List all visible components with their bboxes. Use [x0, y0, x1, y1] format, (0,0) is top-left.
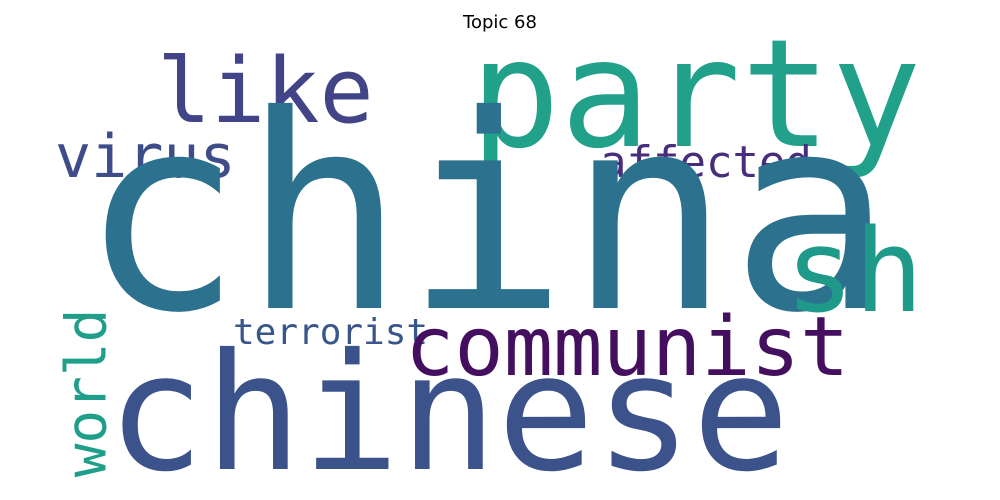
chart-title: Topic 68 — [463, 12, 537, 33]
word-communist: communist — [405, 300, 850, 395]
word-cloud: party like virus affected china sh terro… — [45, 20, 955, 495]
word-terrorist: terrorist — [233, 312, 429, 353]
word-like: like — [157, 39, 374, 144]
word-world: world — [54, 308, 120, 478]
word-chinese: chinese — [107, 320, 790, 500]
word-affected: affected — [600, 137, 812, 188]
word-virus: virus — [55, 122, 236, 192]
word-sh: sh — [785, 205, 924, 339]
word-party: party — [470, 8, 922, 182]
word-china: china — [80, 57, 893, 372]
